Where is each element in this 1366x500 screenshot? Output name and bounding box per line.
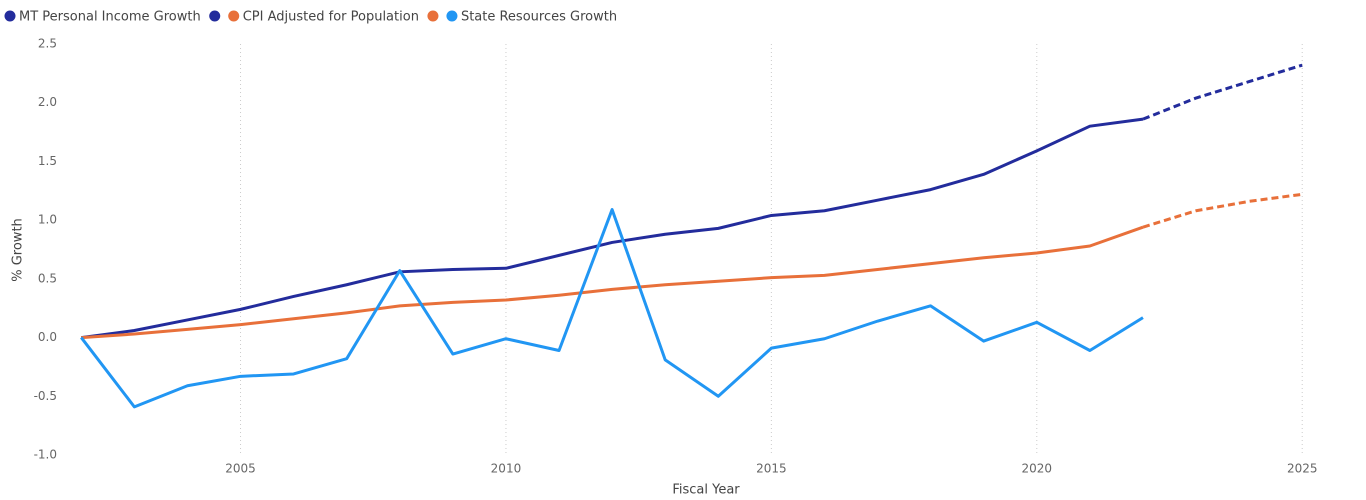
- y-tick-label: 0.0: [38, 330, 57, 344]
- x-tick-label: 2005: [225, 462, 256, 476]
- x-tick-label: 2025: [1287, 462, 1318, 476]
- line-series: [80, 208, 1144, 409]
- y-axis-label: % Growth: [11, 218, 26, 282]
- y-tick-label: 0.5: [38, 271, 57, 285]
- legend-marker: [427, 10, 439, 22]
- legend-marker: [209, 10, 221, 22]
- line-series: [81, 117, 1144, 340]
- legend-marker: [446, 10, 458, 22]
- legend-marker: [228, 10, 240, 22]
- y-tick-label: 1.0: [38, 213, 57, 227]
- y-tick-label: 1.5: [38, 154, 57, 168]
- legend-label: State Resources Growth: [461, 10, 617, 25]
- x-tick-label: 2010: [491, 462, 522, 476]
- x-tick-label: 2015: [756, 462, 787, 476]
- y-tick-label: 2.0: [38, 95, 57, 109]
- line-series: [81, 225, 1144, 340]
- line-series: [1142, 63, 1303, 121]
- line-series: [1142, 192, 1303, 229]
- y-tick-label: 2.5: [38, 37, 57, 51]
- x-axis-label: Fiscal Year: [672, 483, 740, 498]
- y-tick-label: -1.0: [34, 448, 57, 462]
- legend-label: CPI Adjusted for Population: [243, 10, 419, 25]
- legend-marker: [4, 10, 16, 22]
- y-tick-label: -0.5: [34, 389, 57, 403]
- x-tick-label: 2020: [1022, 462, 1053, 476]
- legend-label: MT Personal Income Growth: [19, 10, 201, 25]
